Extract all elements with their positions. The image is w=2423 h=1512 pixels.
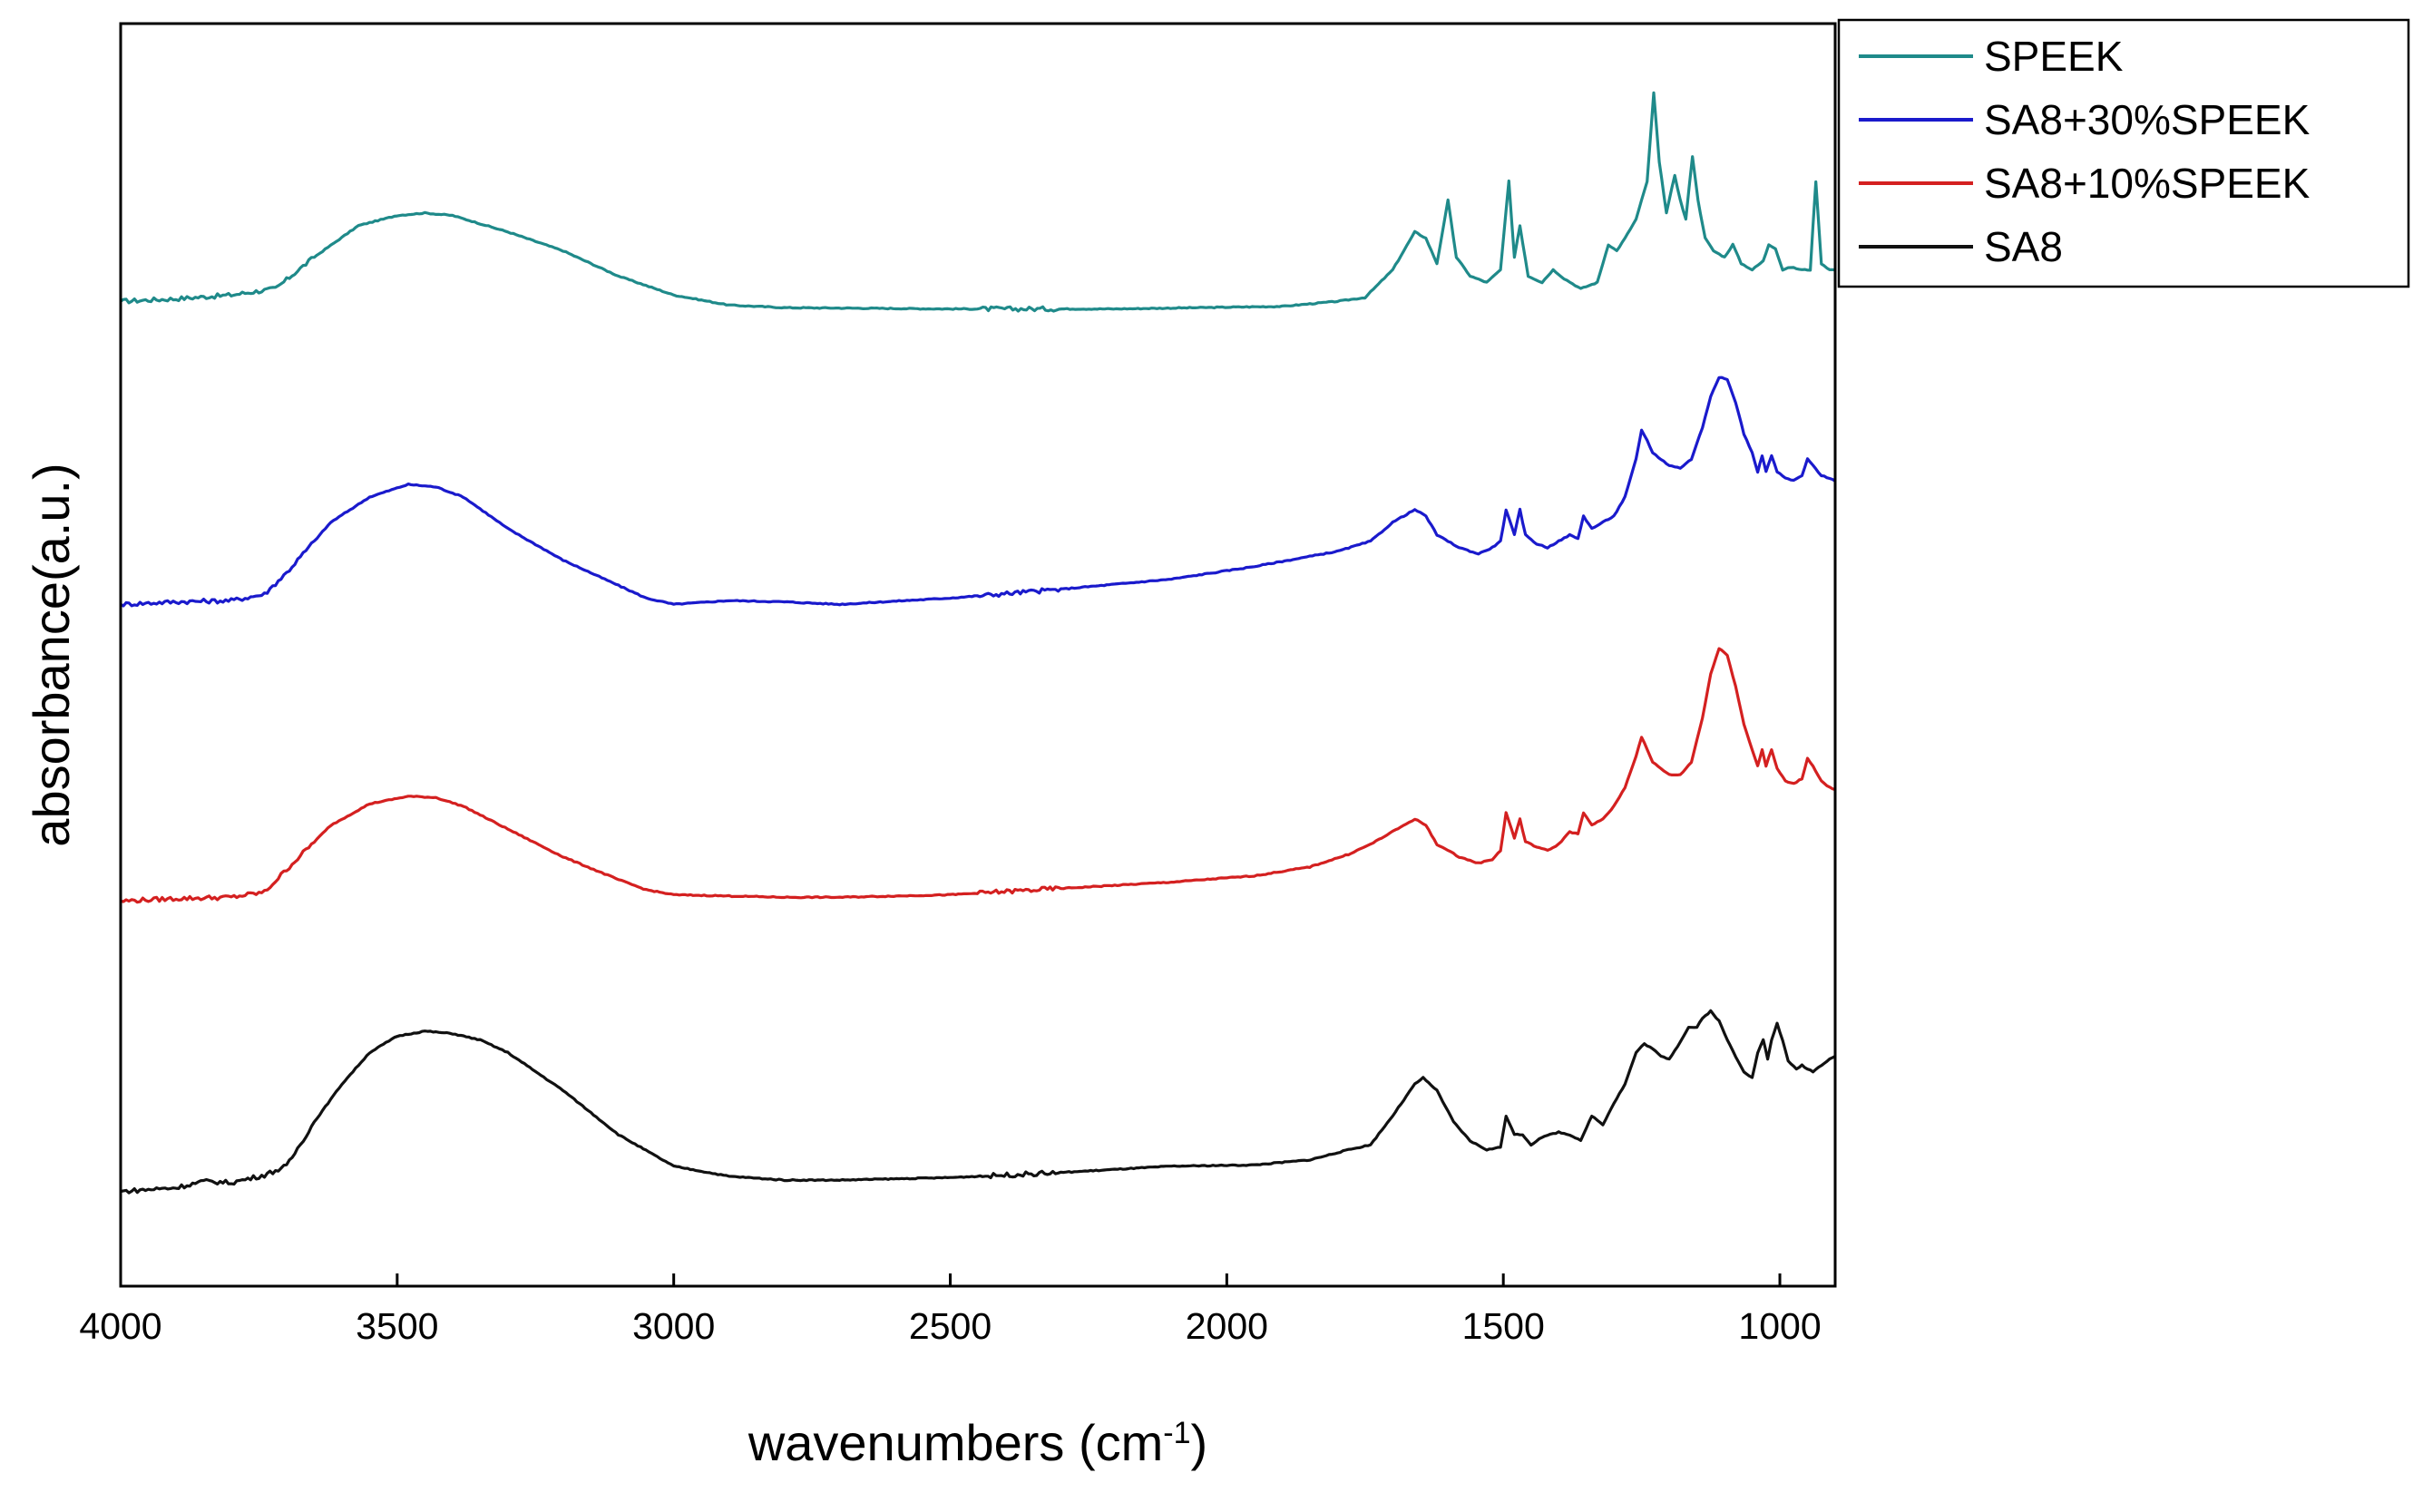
legend-label-sa8: SA8 <box>1984 223 2063 270</box>
legend-label-speek: SPEEK <box>1984 33 2124 80</box>
series-line-sa8 <box>120 1009 1836 1195</box>
legend-label-sa8-30-speek: SA8+30%SPEEK <box>1984 96 2311 143</box>
series-line-sa8-30-speek <box>120 376 1836 608</box>
x-tick-label-2000: 2000 <box>1186 1305 1268 1347</box>
x-tick-label-2500: 2500 <box>909 1305 992 1347</box>
x-tick-label-1000: 1000 <box>1738 1305 1821 1347</box>
plot-frame <box>119 22 1837 1288</box>
x-tick-label-3000: 3000 <box>632 1305 715 1347</box>
legend-frame <box>1837 18 2410 288</box>
y-axis-title: absorbance(a.u.) <box>23 463 80 846</box>
x-tick-label-4000: 4000 <box>79 1305 161 1347</box>
x-axis-ticks: 4000 3500 3000 2500 2000 1500 1000 <box>79 1273 1822 1347</box>
x-axis-title-close: ) <box>1191 1414 1208 1471</box>
legend: SPEEK SA8+30%SPEEK SA8+10%SPEEK SA8 <box>1837 18 2410 288</box>
x-tick-label-1500: 1500 <box>1462 1305 1545 1347</box>
x-tick-label-3500: 3500 <box>356 1305 438 1347</box>
series-line-speek <box>120 91 1836 313</box>
series-line-sa8-10-speek <box>120 647 1836 904</box>
x-axis-title-main: wavenumbers (cm <box>747 1414 1163 1471</box>
series-layer <box>120 91 1836 1195</box>
x-axis-title: wavenumbers (cm-1) <box>747 1414 1207 1471</box>
x-axis-title-superscript: -1 <box>1163 1416 1190 1450</box>
legend-label-sa8-10-speek: SA8+10%SPEEK <box>1984 160 2311 207</box>
